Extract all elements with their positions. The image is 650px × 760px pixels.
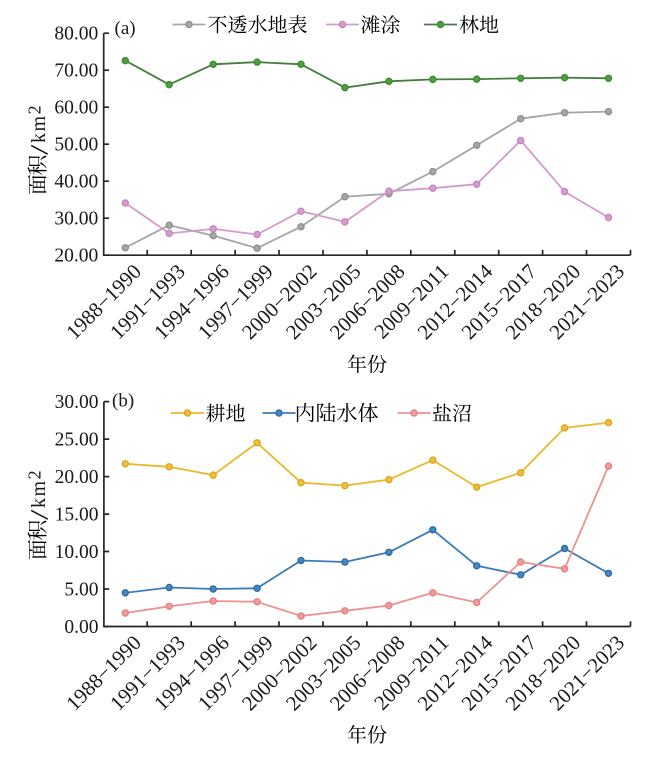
svg-text:40.00: 40.00 [54,172,98,193]
svg-text:km2: km2 [25,105,51,143]
svg-text:15.00: 15.00 [55,505,99,526]
svg-text:10.00: 10.00 [55,542,99,563]
svg-text:30.00: 30.00 [55,392,99,413]
svg-text:30.00: 30.00 [54,209,98,230]
svg-text:50.00: 50.00 [54,135,98,156]
svg-text:(a): (a) [115,18,136,39]
svg-text:5.00: 5.00 [64,579,98,600]
svg-text:(b): (b) [112,391,134,412]
svg-text:25.00: 25.00 [55,430,99,451]
svg-text:km2: km2 [25,470,51,508]
svg-text:20.00: 20.00 [54,246,98,267]
svg-text:60.00: 60.00 [54,98,98,119]
svg-text:0.00: 0.00 [64,617,98,638]
svg-text:80.00: 80.00 [54,24,98,45]
svg-text:20.00: 20.00 [55,467,99,488]
svg-text:70.00: 70.00 [54,61,98,82]
